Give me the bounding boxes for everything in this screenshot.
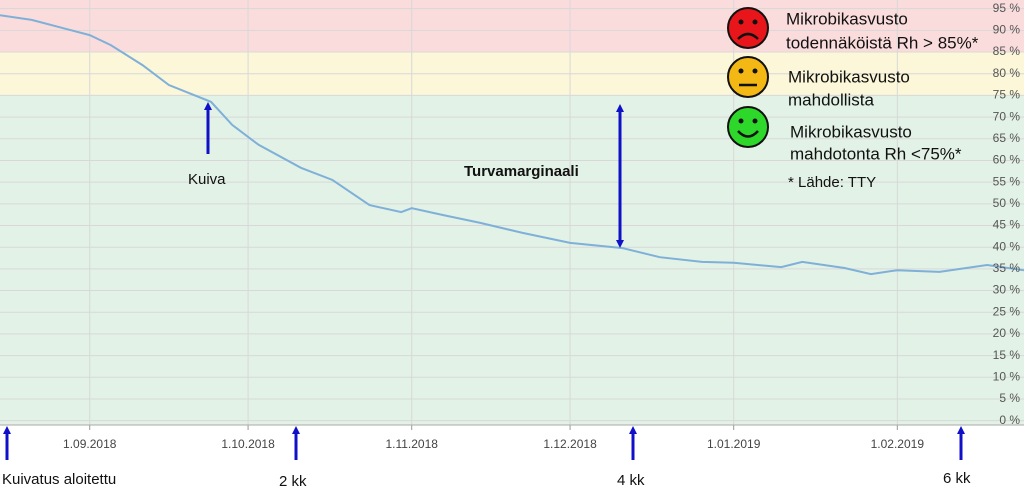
y-tick-label: 65 % <box>993 131 1021 145</box>
y-tick-label: 40 % <box>993 239 1021 253</box>
y-tick-label: 85 % <box>993 44 1021 58</box>
annotation: 2 kk <box>279 473 307 490</box>
y-tick-label: 25 % <box>993 304 1021 318</box>
annotation: Turvamarginaali <box>464 163 579 180</box>
y-tick-label: 10 % <box>993 369 1021 383</box>
legend-text: todennäköistä Rh > 85%* <box>786 33 979 52</box>
x-tick-label: 1.01.2019 <box>707 437 761 451</box>
plot <box>0 14 1024 276</box>
icon-sad <box>727 7 769 49</box>
y-tick-label: 0 % <box>999 413 1020 427</box>
annotation: 4 kk <box>617 472 645 489</box>
legend-text: Mikrobikasvusto <box>790 122 912 141</box>
x-tick-label: 1.12.2018 <box>543 437 597 451</box>
annotation: Kuivatus aloitettu <box>2 471 116 488</box>
zone <box>0 95 1024 425</box>
y-tick-label: 45 % <box>993 218 1021 232</box>
y-tick-label: 55 % <box>993 174 1021 188</box>
y-tick-label: 70 % <box>993 109 1021 123</box>
y-tick-label: 35 % <box>993 261 1021 275</box>
x-tick-label: 1.11.2018 <box>385 437 438 451</box>
y-tick-label: 15 % <box>993 348 1021 362</box>
y-tick-label: 80 % <box>993 66 1021 80</box>
y-tick-label: 60 % <box>993 153 1021 167</box>
y-tick-label: 20 % <box>993 326 1021 340</box>
legend: Mikrobikasvusto todennäköistä Rh > 85%* … <box>727 7 979 191</box>
y-tick-label: 95 % <box>993 1 1021 15</box>
icon-neutral <box>727 56 769 98</box>
source-note: * Lähde: TTY <box>788 174 876 191</box>
y-tick-label: 50 % <box>993 196 1021 210</box>
x-tick-label: 1.10.2018 <box>221 437 275 451</box>
legend-text: Mikrobikasvusto <box>786 9 908 28</box>
y-tick-label: 90 % <box>993 23 1021 37</box>
x-tick-label: 1.09.2018 <box>63 437 117 451</box>
legend-text: mahdollista <box>788 90 875 109</box>
labels: 0 % 5 % 10 % 15 % 20 % 25 % 30 % 35 % 40 % 45 % 50… <box>63 1 1020 451</box>
annotations <box>3 102 965 460</box>
zones <box>0 0 1024 425</box>
y-tick-label: 5 % <box>999 391 1020 405</box>
icon-happy <box>727 106 769 148</box>
annotation: Kuiva <box>188 171 226 188</box>
y-tick-label: 30 % <box>993 283 1021 297</box>
annotation: 6 kk <box>943 470 971 487</box>
legend-text: mahdotonta Rh <75%* <box>790 144 962 163</box>
legend-text: Mikrobikasvusto <box>788 67 910 86</box>
data-line <box>0 14 1024 276</box>
grid <box>0 0 1024 430</box>
y-tick-label: 75 % <box>993 88 1021 102</box>
x-tick-label: 1.02.2019 <box>871 437 925 451</box>
